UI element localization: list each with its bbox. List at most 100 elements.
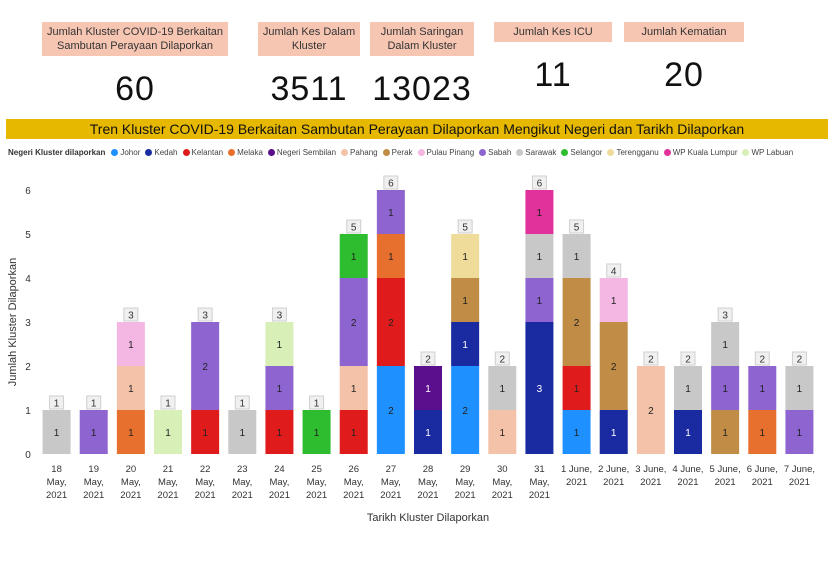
legend-item[interactable]: Terengganu xyxy=(607,148,659,157)
total-label-box xyxy=(86,395,102,410)
x-tick-label: 29 xyxy=(460,464,471,475)
total-label: 6 xyxy=(388,179,394,190)
legend-item[interactable]: Selangor xyxy=(561,148,602,157)
kpi-label: Jumlah Saringan Dalam Kluster xyxy=(370,22,474,56)
total-label: 3 xyxy=(202,311,208,322)
legend-label: Pahang xyxy=(350,148,378,157)
legend-dot-icon xyxy=(561,149,569,156)
bar-segment xyxy=(748,366,777,410)
x-tick-label: 23 xyxy=(237,464,248,475)
x-tick-label: May, xyxy=(269,477,289,488)
total-label-box xyxy=(457,219,473,234)
segment-label: 2 xyxy=(388,406,394,417)
legend-dot-icon xyxy=(607,149,615,156)
kpi-label: Jumlah Kematian xyxy=(624,22,744,42)
legend-item[interactable]: Pahang xyxy=(341,148,378,157)
bar-segment xyxy=(562,366,591,410)
segment-label: 1 xyxy=(277,384,283,395)
x-tick-label: 22 xyxy=(200,464,211,475)
total-label: 5 xyxy=(351,223,357,234)
y-tick-label: 5 xyxy=(25,230,31,241)
total-label: 2 xyxy=(648,355,654,366)
x-tick-label: 2021 xyxy=(789,477,810,488)
segment-label: 1 xyxy=(722,340,728,351)
total-label: 1 xyxy=(54,399,60,410)
segment-label: 1 xyxy=(537,252,543,263)
segment-label: 1 xyxy=(760,384,766,395)
x-tick-label: May, xyxy=(84,477,104,488)
segment-label: 1 xyxy=(797,428,803,439)
total-label: 2 xyxy=(797,355,803,366)
x-tick-label: 2021 xyxy=(232,490,253,501)
legend-item[interactable]: WP Kuala Lumpur xyxy=(663,148,737,157)
x-tick-label: 3 June, xyxy=(635,464,666,475)
x-tick-label: May, xyxy=(529,477,549,488)
bar-segment xyxy=(451,278,480,322)
kpi-value: 11 xyxy=(534,56,572,94)
bar-segment xyxy=(451,322,480,366)
bar-segment xyxy=(42,410,71,454)
bar-segment xyxy=(376,366,405,454)
kpi-icu: Jumlah Kes ICU 11 xyxy=(494,22,612,95)
x-tick-label: 2021 xyxy=(343,490,364,501)
x-tick-label: May, xyxy=(344,477,364,488)
segment-label: 1 xyxy=(537,296,543,307)
bar-segment xyxy=(228,410,257,454)
total-label-box xyxy=(383,175,399,190)
x-tick-label: 2021 xyxy=(492,490,513,501)
bar-segment xyxy=(488,410,517,454)
x-tick-label: 7 June, xyxy=(784,464,815,475)
segment-label: 2 xyxy=(574,318,580,329)
segment-label: 1 xyxy=(277,428,283,439)
x-axis-label: Tarikh Kluster Dilaporkan xyxy=(367,512,489,524)
bar-segment xyxy=(79,410,108,454)
legend-item[interactable]: Sabah xyxy=(479,148,511,157)
bar-segment xyxy=(451,366,480,454)
x-tick-label: 4 June, xyxy=(672,464,703,475)
legend-item[interactable]: Negeri Sembilan xyxy=(267,148,336,157)
segment-label: 1 xyxy=(388,252,394,263)
total-label: 2 xyxy=(685,355,691,366)
segment-label: 1 xyxy=(500,384,506,395)
total-label-box xyxy=(643,351,659,366)
legend-dot-icon xyxy=(182,149,190,156)
kpi-screenings: Jumlah Saringan Dalam Kluster 13023 xyxy=(370,22,474,109)
segment-label: 2 xyxy=(351,318,357,329)
x-tick-label: 2021 xyxy=(195,490,216,501)
y-tick-label: 1 xyxy=(25,406,31,417)
legend-item[interactable]: Johor xyxy=(111,148,140,157)
total-label-box xyxy=(791,351,807,366)
legend-item[interactable]: Perak xyxy=(382,148,413,157)
legend-item[interactable]: Melaka xyxy=(228,148,263,157)
segment-label: 2 xyxy=(388,318,394,329)
segment-label: 1 xyxy=(388,208,394,219)
bar-segment xyxy=(116,322,145,366)
x-tick-label: May, xyxy=(232,477,252,488)
x-tick-label: 2021 xyxy=(46,490,67,501)
legend-label: Kedah xyxy=(154,148,178,157)
legend-item[interactable]: Kelantan xyxy=(182,148,223,157)
x-tick-label: May, xyxy=(121,477,141,488)
legend-item[interactable]: Sarawak xyxy=(516,148,556,157)
bar-segment xyxy=(599,278,628,322)
legend-label: Perak xyxy=(391,148,413,157)
legend-item[interactable]: WP Labuan xyxy=(742,148,793,157)
legend-item[interactable]: Pulau Pinang xyxy=(417,148,474,157)
bar-segment xyxy=(674,410,702,454)
x-tick-label: 2021 xyxy=(380,490,401,501)
bar-segment xyxy=(562,410,591,454)
bar-segment xyxy=(636,366,665,454)
x-tick-label: 5 June, xyxy=(710,464,741,475)
x-tick-label: May, xyxy=(158,477,178,488)
bar-segment xyxy=(711,322,740,366)
x-tick-label: 2021 xyxy=(83,490,104,501)
total-label-box xyxy=(49,395,65,410)
legend-item[interactable]: Kedah xyxy=(145,148,178,157)
kpi-total-clusters: Jumlah Kluster COVID-19 Berkaitan Sambut… xyxy=(42,22,228,109)
x-tick-label: 2021 xyxy=(417,490,438,501)
segment-label: 1 xyxy=(240,428,246,439)
segment-label: 1 xyxy=(462,340,468,351)
x-tick-label: May, xyxy=(195,477,215,488)
segment-label: 1 xyxy=(351,428,357,439)
x-tick-label: 30 xyxy=(497,464,508,475)
